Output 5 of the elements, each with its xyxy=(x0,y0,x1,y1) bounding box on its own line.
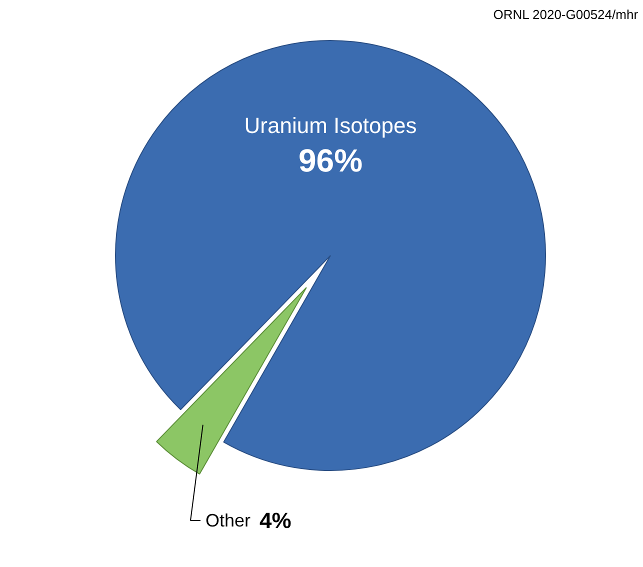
slice-label: Other xyxy=(206,510,251,530)
data-label: 4% xyxy=(260,508,292,533)
data-label: 96% xyxy=(298,142,363,178)
text: ORNL 2020-G00524/mhr xyxy=(493,7,639,22)
slice-label: Uranium Isotopes xyxy=(244,113,417,138)
